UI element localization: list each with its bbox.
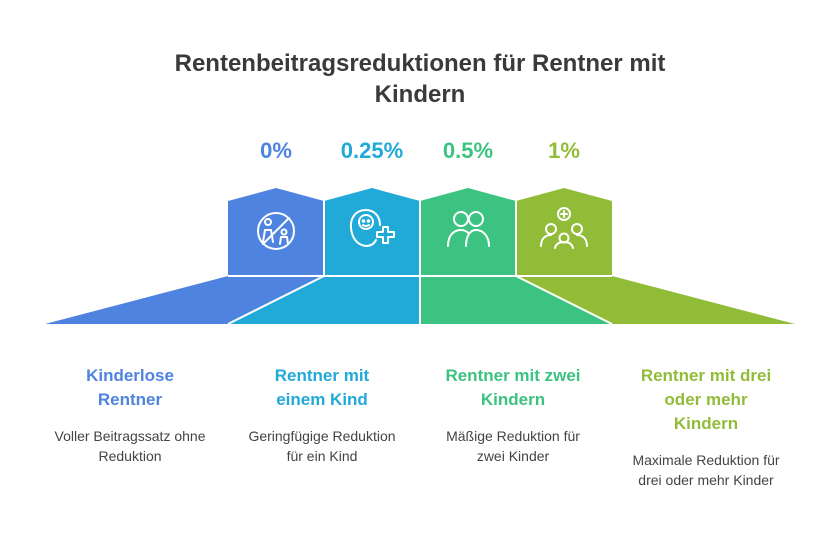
description-line: zwei Kinder [476, 448, 550, 464]
block-2 [324, 188, 420, 276]
column-4-description: Maximale Reduktion für drei oder mehr Ki… [616, 450, 796, 490]
no-children-icon [257, 212, 295, 250]
percentage-label-2: 0.25% [340, 138, 404, 163]
column-4: Rentner mit drei oder mehr Kindern Maxim… [616, 364, 796, 490]
column-4-heading: Rentner mit drei oder mehr Kindern [616, 364, 796, 436]
heading-line: Kindern [673, 414, 739, 433]
column-3: Rentner mit zwei Kindern Mäßige Reduktio… [423, 364, 603, 466]
column-2-description: Geringfügige Reduktion für ein Kind [232, 426, 412, 466]
column-1: Kinderlose Rentner Voller Beitragssatz o… [40, 364, 220, 466]
two-people-icon [447, 211, 490, 247]
percentage-label-1: 0% [260, 138, 292, 163]
base-segment-2 [228, 276, 420, 324]
page-title: Rentenbeitragsreduktionen für Rentner mi… [0, 48, 840, 110]
percentage-label-4: 1% [548, 138, 580, 163]
family-plus-icon [540, 207, 588, 249]
heading-line: Rentner [97, 390, 163, 409]
percentage-label-3: 0.5% [442, 138, 494, 163]
description-line: Reduktion [98, 448, 162, 464]
base-segment-1 [45, 276, 324, 324]
column-1-description: Voller Beitragssatz ohne Reduktion [40, 426, 220, 466]
heading-line: Rentner mit zwei [445, 366, 581, 385]
column-2: Rentner mit einem Kind Geringfügige Redu… [232, 364, 412, 466]
base-segment-3 [420, 276, 612, 324]
description-line: Mäßige Reduktion für [446, 428, 580, 444]
description-line: Voller Beitragssatz ohne [54, 428, 206, 444]
title-line-1: Rentenbeitragsreduktionen für Rentner mi… [174, 50, 666, 77]
heading-line: Kindern [480, 390, 546, 409]
heading-line: einem Kind [276, 390, 368, 409]
baby-plus-icon [349, 209, 395, 247]
description-line: für ein Kind [286, 448, 358, 464]
description-line: Geringfügige Reduktion [248, 428, 396, 444]
heading-line: Kinderlose [86, 366, 174, 385]
description-line: Maximale Reduktion für [632, 452, 780, 468]
column-1-heading: Kinderlose Rentner [40, 364, 220, 412]
heading-line: Rentner mit [274, 366, 370, 385]
base-segment-4 [516, 276, 795, 324]
heading-line: oder mehr [664, 390, 748, 409]
block-4 [516, 188, 612, 276]
column-3-heading: Rentner mit zwei Kindern [423, 364, 603, 412]
column-3-description: Mäßige Reduktion für zwei Kinder [423, 426, 603, 466]
description-line: drei oder mehr Kinder [638, 472, 774, 488]
heading-line: Rentner mit drei [640, 366, 772, 385]
column-2-heading: Rentner mit einem Kind [232, 364, 412, 412]
title-line-2: Kindern [374, 81, 466, 108]
